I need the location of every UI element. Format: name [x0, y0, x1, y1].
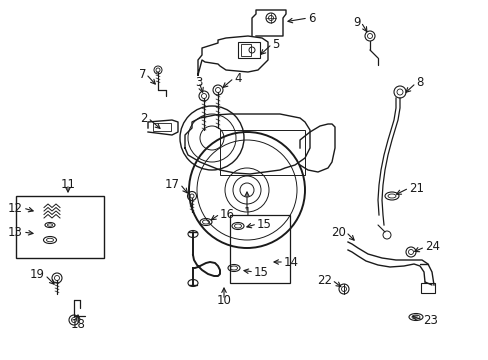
- Text: 1: 1: [243, 207, 250, 220]
- Text: 7: 7: [138, 68, 146, 81]
- Text: 23: 23: [422, 314, 437, 327]
- Text: 12: 12: [8, 202, 23, 215]
- Text: 20: 20: [330, 225, 346, 238]
- Text: 14: 14: [284, 256, 298, 269]
- Text: 3: 3: [195, 76, 202, 89]
- Text: 5: 5: [271, 37, 279, 50]
- Text: 21: 21: [408, 181, 423, 194]
- Text: 18: 18: [70, 319, 85, 332]
- Bar: [16, 196, 104, 258]
- Text: 15: 15: [253, 266, 268, 279]
- Text: 17: 17: [164, 177, 180, 190]
- Text: 8: 8: [415, 77, 423, 90]
- Text: 22: 22: [316, 274, 331, 287]
- Text: 19: 19: [30, 269, 45, 282]
- Bar: [229, 215, 289, 283]
- Text: 15: 15: [257, 217, 271, 230]
- Text: 16: 16: [220, 207, 235, 220]
- Bar: [420, 283, 434, 293]
- Text: 10: 10: [216, 293, 231, 306]
- Bar: [220, 130, 305, 175]
- Text: 9: 9: [353, 15, 360, 28]
- Bar: [238, 42, 260, 58]
- Text: 2: 2: [140, 112, 148, 125]
- Bar: [153, 123, 171, 131]
- Bar: [241, 44, 250, 56]
- Text: 24: 24: [424, 240, 439, 253]
- Text: 13: 13: [8, 225, 23, 238]
- Text: 11: 11: [61, 177, 75, 190]
- Text: 6: 6: [307, 12, 315, 24]
- Text: 4: 4: [234, 72, 241, 85]
